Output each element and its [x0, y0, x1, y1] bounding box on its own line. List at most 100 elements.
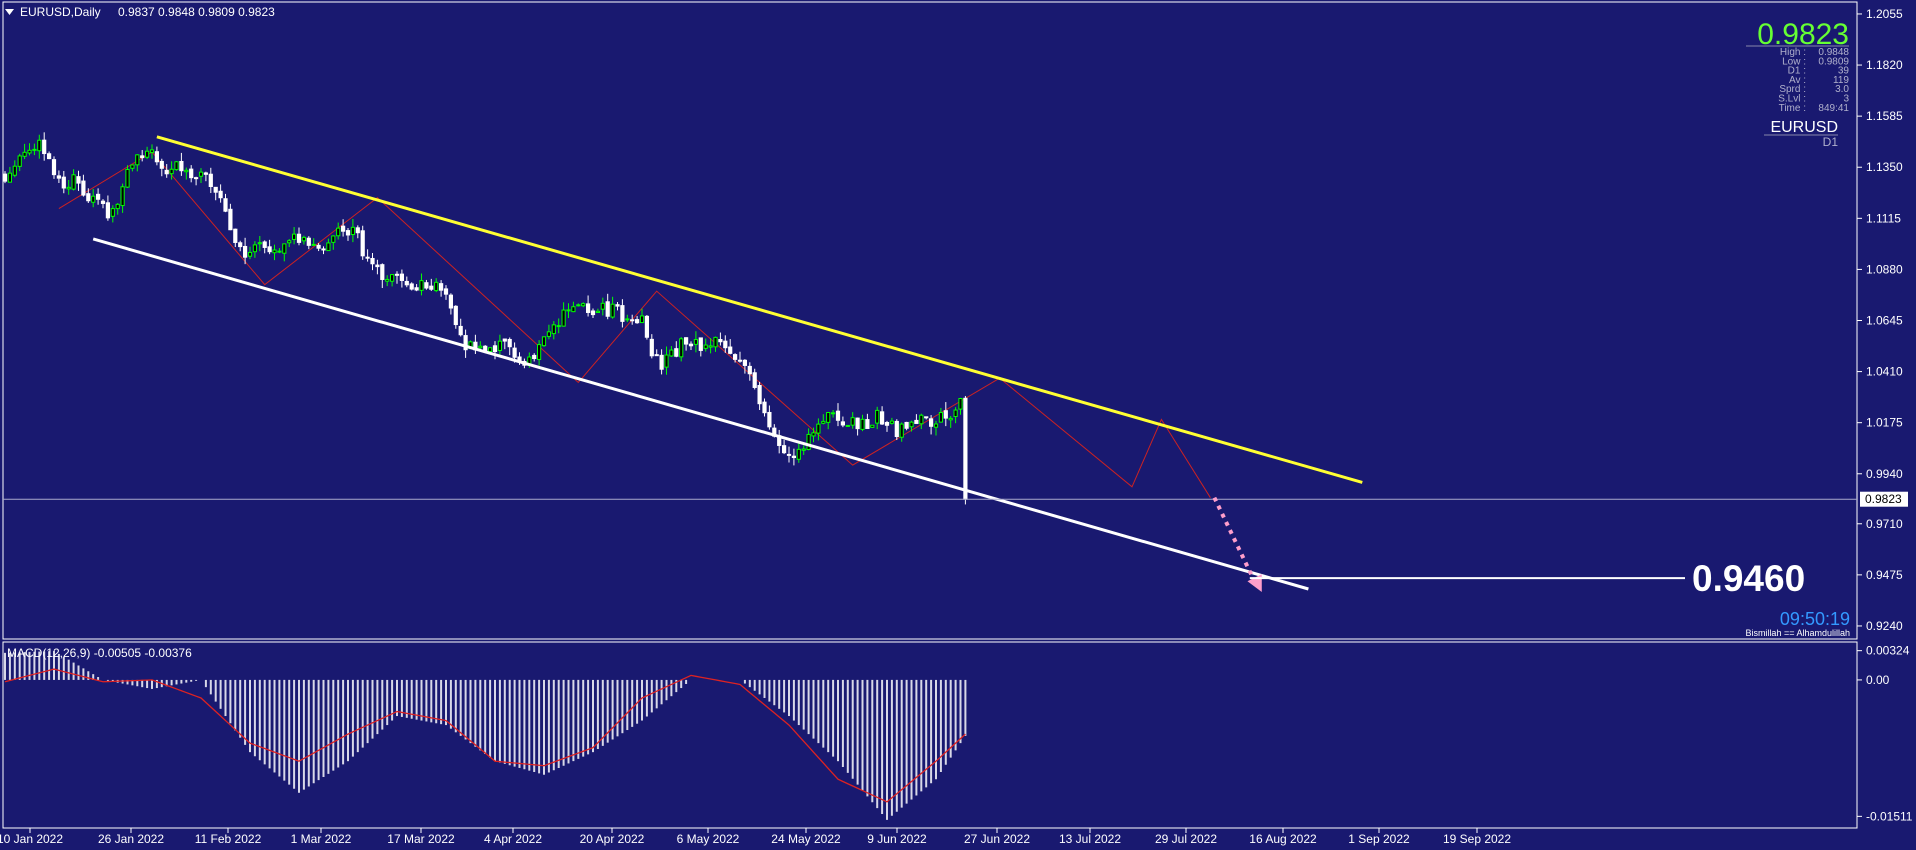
candle-body: [723, 340, 728, 349]
candle-body: [194, 177, 199, 180]
candle-body: [742, 359, 747, 366]
info-row-key: D1 :: [1788, 66, 1806, 77]
candle-body: [831, 412, 836, 415]
candle-body: [350, 226, 355, 236]
candle-body: [659, 354, 664, 370]
candle-body: [919, 414, 924, 425]
candle-body: [953, 409, 958, 418]
info-timeframe: D1: [1823, 135, 1839, 149]
candle-body: [443, 288, 449, 295]
candle-body: [390, 274, 395, 282]
candle-body: [125, 168, 130, 188]
candle-body: [409, 283, 414, 290]
price-tick-label: 1.2055: [1866, 7, 1903, 21]
candle-body: [546, 331, 551, 337]
info-row-value: 849:41: [1818, 103, 1849, 114]
price-tick-label: 0.9940: [1866, 467, 1903, 481]
candle-body: [561, 309, 566, 327]
candle-body: [532, 354, 537, 359]
support-trendline[interactable]: [92, 237, 1309, 591]
candle-body: [855, 417, 860, 430]
candle-body: [429, 285, 434, 290]
info-row-value: 3.0: [1835, 84, 1849, 95]
time-axis[interactable]: 10 Jan 2022 26 Jan 2022 11 Feb 2022 1 Mar 2…: [0, 828, 1511, 846]
candle-body: [267, 246, 272, 253]
candle-body: [507, 338, 512, 348]
candle-body: [845, 424, 850, 427]
candle-body: [341, 225, 346, 232]
candle-body: [586, 303, 591, 313]
candle-body: [71, 174, 76, 190]
candle-body: [458, 325, 463, 336]
time-tick-label: 16 Aug 2022: [1249, 832, 1317, 846]
current-price-tag: [1860, 491, 1908, 507]
candle-body: [615, 304, 620, 307]
time-tick-label: 19 Sep 2022: [1443, 832, 1511, 846]
candle-body: [96, 193, 101, 200]
candle-body: [22, 151, 27, 157]
zigzag-line: [58, 151, 1211, 498]
candle-body: [791, 455, 796, 459]
zigzag-path: [58, 151, 1211, 498]
candle-body: [336, 227, 341, 237]
candle-body: [796, 448, 801, 460]
resistance-trendline[interactable]: [156, 135, 1363, 484]
candle-body: [938, 412, 943, 423]
candle-body: [551, 324, 556, 335]
candle-body: [287, 240, 292, 244]
candle-body: [889, 420, 894, 424]
candle-body: [375, 264, 380, 268]
candle-body: [566, 309, 571, 312]
candle-body: [189, 168, 194, 179]
candle-body: [649, 338, 654, 357]
candle-body: [620, 305, 625, 322]
candle-body: [218, 190, 223, 199]
candle-body: [326, 242, 331, 252]
macd-tick-label: 0.00324: [1866, 644, 1910, 658]
price-tick-label: 1.0175: [1866, 416, 1903, 430]
candle-body: [762, 401, 767, 414]
time-tick-label: 11 Feb 2022: [195, 832, 262, 846]
candle-body: [899, 423, 904, 438]
macd-tick-label: -0.01511: [1866, 809, 1913, 823]
candle-body: [537, 344, 542, 360]
candle-body: [835, 410, 841, 421]
macd-panel[interactable]: MACD(12,26,9) -0.00505 -0.00376 0.003240…: [2, 641, 1913, 829]
candle-body: [316, 244, 321, 249]
candle-body: [664, 354, 669, 368]
candle-body: [541, 336, 547, 347]
candle-body: [811, 432, 816, 437]
candle-body: [688, 343, 694, 347]
candle-body: [478, 345, 483, 349]
info-rows: High : 0.9848 Low : 0.9809 D1 : 39 Av : 119 Sprd…: [1778, 47, 1849, 114]
candle-body: [654, 354, 659, 357]
candle-body: [272, 249, 277, 254]
candle-body: [826, 412, 831, 423]
candle-body: [86, 193, 91, 202]
time-tick-label: 13 Jul 2022: [1059, 832, 1121, 846]
candle-body: [884, 422, 890, 426]
ohlc-values: 0.9837 0.9848 0.9809 0.9823: [118, 5, 275, 19]
candle-body: [394, 273, 400, 276]
candle-body: [76, 176, 81, 184]
chart-menu-triangle-icon[interactable]: [5, 9, 14, 15]
candle-body: [81, 180, 86, 196]
candles[interactable]: [2, 132, 968, 505]
candle-body: [198, 171, 204, 177]
candle-body: [698, 337, 703, 351]
price-panel[interactable]: 0.9460 EURUSD,Daily 0.9837 0.9848 0.9809…: [2, 1, 1858, 640]
candle-body: [948, 417, 953, 421]
candle-body: [630, 319, 635, 322]
candle-body: [914, 419, 919, 424]
price-tick-label: 1.0880: [1866, 262, 1903, 276]
time-tick-label: 27 Jun 2022: [964, 832, 1030, 846]
candle-body: [301, 236, 306, 242]
price-axis[interactable]: 1.2055 1.1820 1.1585 1.1350 1.1115 1.0880 1.06…: [1857, 7, 1903, 633]
candle-body: [865, 419, 870, 429]
candle-body: [894, 420, 899, 438]
candle-body: [385, 278, 390, 282]
candle-body: [164, 169, 169, 175]
candle-body: [282, 243, 287, 254]
candle-body: [958, 398, 963, 410]
